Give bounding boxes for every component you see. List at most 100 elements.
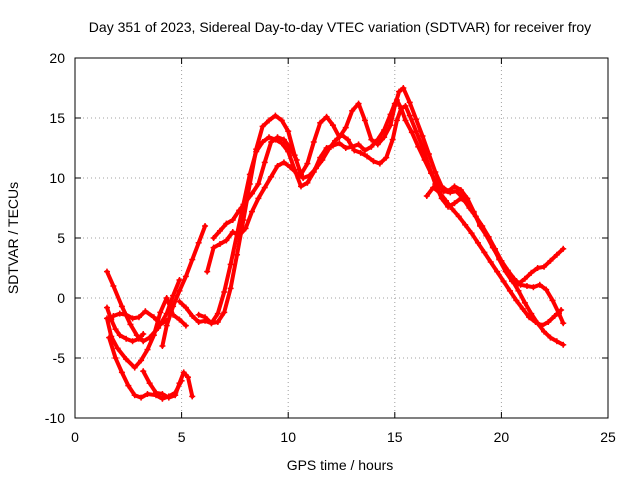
data-point [323,113,330,120]
series-trace [141,369,195,400]
data-point [261,159,268,166]
data-point [216,241,223,247]
data-point [189,313,196,319]
data-point [464,200,471,207]
data-point [144,346,151,353]
data-point [312,165,319,172]
data-point [293,170,300,177]
data-point [477,221,484,228]
data-point [455,213,462,220]
data-point [541,328,548,335]
data-point [521,299,528,306]
data-point [135,314,142,321]
data-point [423,193,430,199]
data-point [534,265,541,271]
y-axis-label: SDTVAR / TECUs [5,182,21,294]
data-point [114,345,121,352]
data-point [180,369,187,376]
data-point [449,206,456,213]
data-point [541,263,548,270]
data-point [506,287,513,294]
data-point [204,268,211,275]
x-axis-label: GPS time / hours [287,457,394,473]
data-point [118,303,125,310]
data-point [110,283,117,289]
data-point [494,268,501,275]
data-point [182,304,189,311]
data-point [342,145,349,151]
data-point [528,310,535,317]
data-point [242,225,249,232]
data-point [123,311,130,318]
data-point [543,286,550,293]
data-point [408,129,415,136]
data-point [176,316,183,323]
series-track-7 [159,223,209,349]
data-point [413,116,420,123]
data-point [547,334,554,341]
data-point [135,335,142,342]
x-tick-label: 0 [71,429,79,445]
x-tick-label: 15 [387,429,403,445]
data-point [268,173,275,180]
data-point [131,392,138,399]
data-point [221,289,228,295]
data-point [361,147,368,154]
data-point [293,157,300,163]
series-trace [205,104,566,347]
data-point [280,159,287,166]
data-point [398,105,405,112]
data-point [496,255,503,262]
data-point [138,357,145,364]
data-point [483,232,490,239]
data-point [140,331,147,337]
data-point [278,140,285,147]
x-tick-label: 5 [178,429,186,445]
y-tick-label: -5 [53,350,66,366]
data-point [240,217,247,223]
data-point [176,380,183,387]
data-point [538,322,545,329]
data-point [357,149,364,156]
data-point [176,277,183,283]
data-point [266,117,273,124]
data-point [202,223,209,229]
data-point [317,119,324,126]
data-point [248,190,255,197]
data-point [182,273,189,280]
data-point [387,122,394,129]
series-trace [424,185,564,328]
data-point [481,249,488,256]
data-point [513,297,520,304]
data-point [457,195,464,202]
plot-frame [74,57,609,419]
data-point [406,112,413,119]
data-point [112,326,119,333]
data-point [227,261,234,268]
x-tick-label: 25 [600,429,616,445]
data-point [336,140,343,147]
data-point [103,304,110,311]
data-point [195,239,202,246]
data-point [189,256,196,263]
data-point [195,319,202,325]
data-point [157,321,164,328]
data-point [487,259,494,265]
data-point [159,343,166,349]
data-point [210,235,217,241]
data-point [364,153,371,160]
data-point [389,136,396,143]
data-point [216,227,223,234]
data-point [549,297,556,304]
data-point [551,313,558,319]
data-point [176,298,183,305]
data-point [285,128,292,135]
data-point [558,307,565,313]
data-point [393,117,400,124]
data-point [413,128,420,135]
data-point [129,338,136,345]
data-point [509,277,516,283]
data-point [297,183,304,190]
data-point [532,319,539,325]
